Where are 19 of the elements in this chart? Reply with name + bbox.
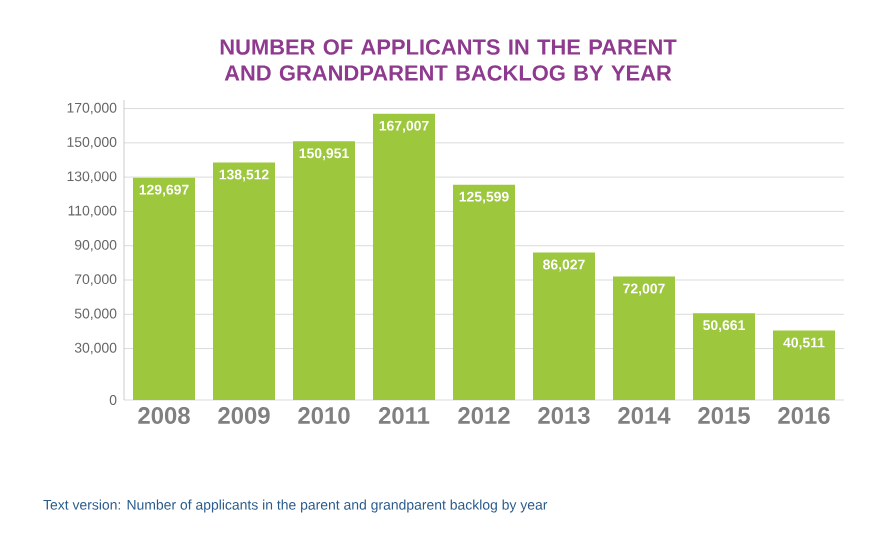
bar (133, 177, 195, 400)
bar (213, 162, 275, 400)
bar (532, 252, 595, 400)
x-tick-label: 2013 (538, 407, 590, 425)
bar (452, 184, 515, 400)
bar (692, 313, 755, 400)
x-tick-label: 2015 (698, 407, 750, 424)
chart-title: NUMBER OF APPLICANTS IN THE PARENT AND GRANDPARENT BACKLOG BY YEAR (220, 39, 677, 81)
x-tick-label: 2009 (218, 407, 270, 424)
x-tick-label: 2014 (618, 407, 671, 424)
x-tick-label: 2011 (378, 407, 430, 424)
x-tick-label: 2010 (298, 407, 350, 424)
bar (772, 330, 835, 400)
x-tick-label: 2008 (138, 407, 190, 424)
bar (612, 276, 675, 400)
bar (372, 113, 435, 400)
x-tick-label: 2016 (778, 407, 830, 424)
bar (293, 141, 355, 400)
x-tick-label: 2012 (458, 407, 510, 424)
